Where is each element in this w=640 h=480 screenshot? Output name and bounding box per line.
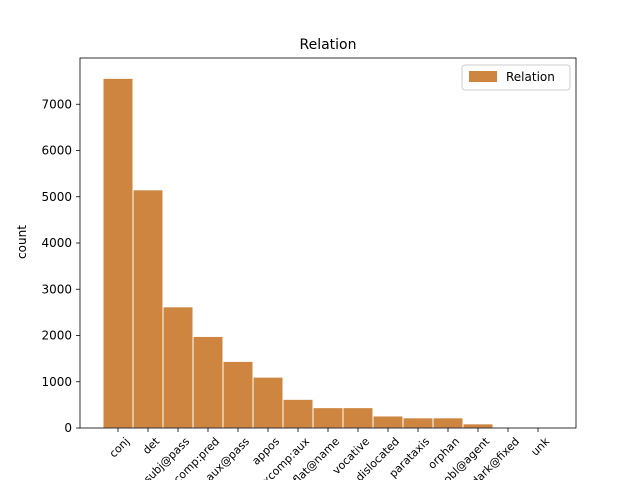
bar-vocative bbox=[342, 407, 374, 429]
y-tick-label: 0 bbox=[64, 421, 72, 435]
bar-orphan bbox=[432, 417, 464, 429]
legend-swatch bbox=[469, 71, 497, 82]
y-tick-label: 1000 bbox=[41, 375, 72, 389]
bar-dislocated bbox=[372, 415, 404, 429]
y-tick-label: 6000 bbox=[41, 144, 72, 158]
x-tick-label: unk bbox=[529, 434, 553, 458]
bar-nsubj-pass bbox=[162, 306, 194, 429]
x-tick-label: det bbox=[140, 434, 162, 456]
bar-det bbox=[132, 189, 164, 429]
plot-frame bbox=[79, 57, 577, 429]
bar-conj bbox=[102, 77, 134, 429]
bar-xcomp-pred bbox=[192, 335, 224, 429]
y-tick-label: 2000 bbox=[41, 329, 72, 343]
bar-obl-agent bbox=[462, 423, 494, 429]
y-tick-label: 5000 bbox=[41, 190, 72, 204]
bar-flat-name bbox=[312, 407, 344, 429]
chart-title: Relation bbox=[300, 37, 357, 53]
y-tick-label: 4000 bbox=[41, 236, 72, 250]
bar-parataxis bbox=[402, 417, 434, 429]
legend: Relation bbox=[461, 64, 571, 91]
x-tick-label: conj bbox=[107, 435, 132, 460]
bar-appos bbox=[252, 376, 284, 429]
y-tick-label: 3000 bbox=[41, 282, 72, 296]
y-tick-label: 7000 bbox=[41, 97, 72, 111]
bars-group bbox=[102, 77, 554, 429]
y-axis: 0 1000 2000 3000 4000 5000 6000 7000 bbox=[41, 97, 80, 435]
legend-label: Relation bbox=[506, 70, 555, 84]
x-axis: conj detnsubj@passxcomp:predaux@passappos… bbox=[107, 428, 553, 480]
bar-aux-pass bbox=[222, 360, 254, 429]
y-axis-label: count bbox=[15, 225, 29, 259]
bar-xcomp-aux bbox=[282, 398, 314, 429]
